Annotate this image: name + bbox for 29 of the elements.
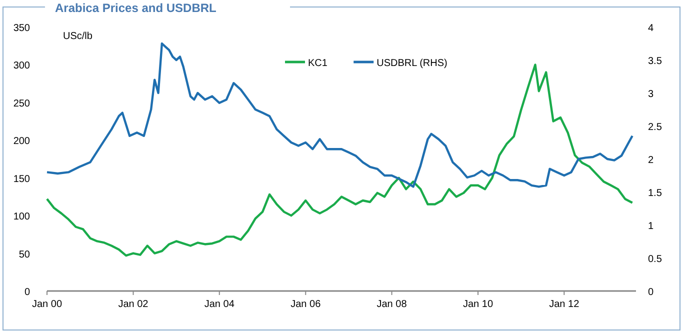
y-tick-label: 300 <box>13 60 30 72</box>
x-tick-label: Jan 10 <box>462 299 494 310</box>
y2-tick-label: 2 <box>648 155 654 166</box>
y2-tick-label: 0.5 <box>648 254 662 265</box>
x-tick-label: Jan 12 <box>549 299 580 310</box>
y-tick-label: 150 <box>13 174 30 185</box>
x-tick-label: Jan 08 <box>376 299 408 310</box>
y-tick-label: 100 <box>13 212 30 223</box>
x-tick-label: Jan 00 <box>32 299 62 310</box>
y2-tick-label: 1 <box>648 221 654 232</box>
y2-tick-label: 0 <box>648 287 654 298</box>
y-axis-title: USc/lb <box>63 31 93 42</box>
y-tick-label: 350 <box>13 23 30 34</box>
x-tick-label: Jan 02 <box>118 299 149 310</box>
y2-tick-label: 4 <box>648 23 654 34</box>
y-tick-label: 0 <box>24 287 30 298</box>
x-tick-label: Jan 06 <box>290 299 322 310</box>
line-series <box>46 42 634 188</box>
y2-tick-label: 1.5 <box>648 188 662 199</box>
y-tick-label: 200 <box>13 136 30 148</box>
legend-label: USDBRL (RHS) <box>376 58 448 69</box>
y2-tick-label: 3 <box>648 89 654 100</box>
y2-tick-label: 3.5 <box>648 56 662 67</box>
chart-title: Arabica Prices and USDBRL <box>55 1 216 15</box>
y-tick-label: 50 <box>18 249 30 260</box>
x-tick-label: Jan 04 <box>204 299 235 310</box>
y-tick-label: 250 <box>13 98 30 110</box>
legend-label: KC1 <box>308 58 328 69</box>
y2-tick-label: 2.5 <box>648 122 662 133</box>
